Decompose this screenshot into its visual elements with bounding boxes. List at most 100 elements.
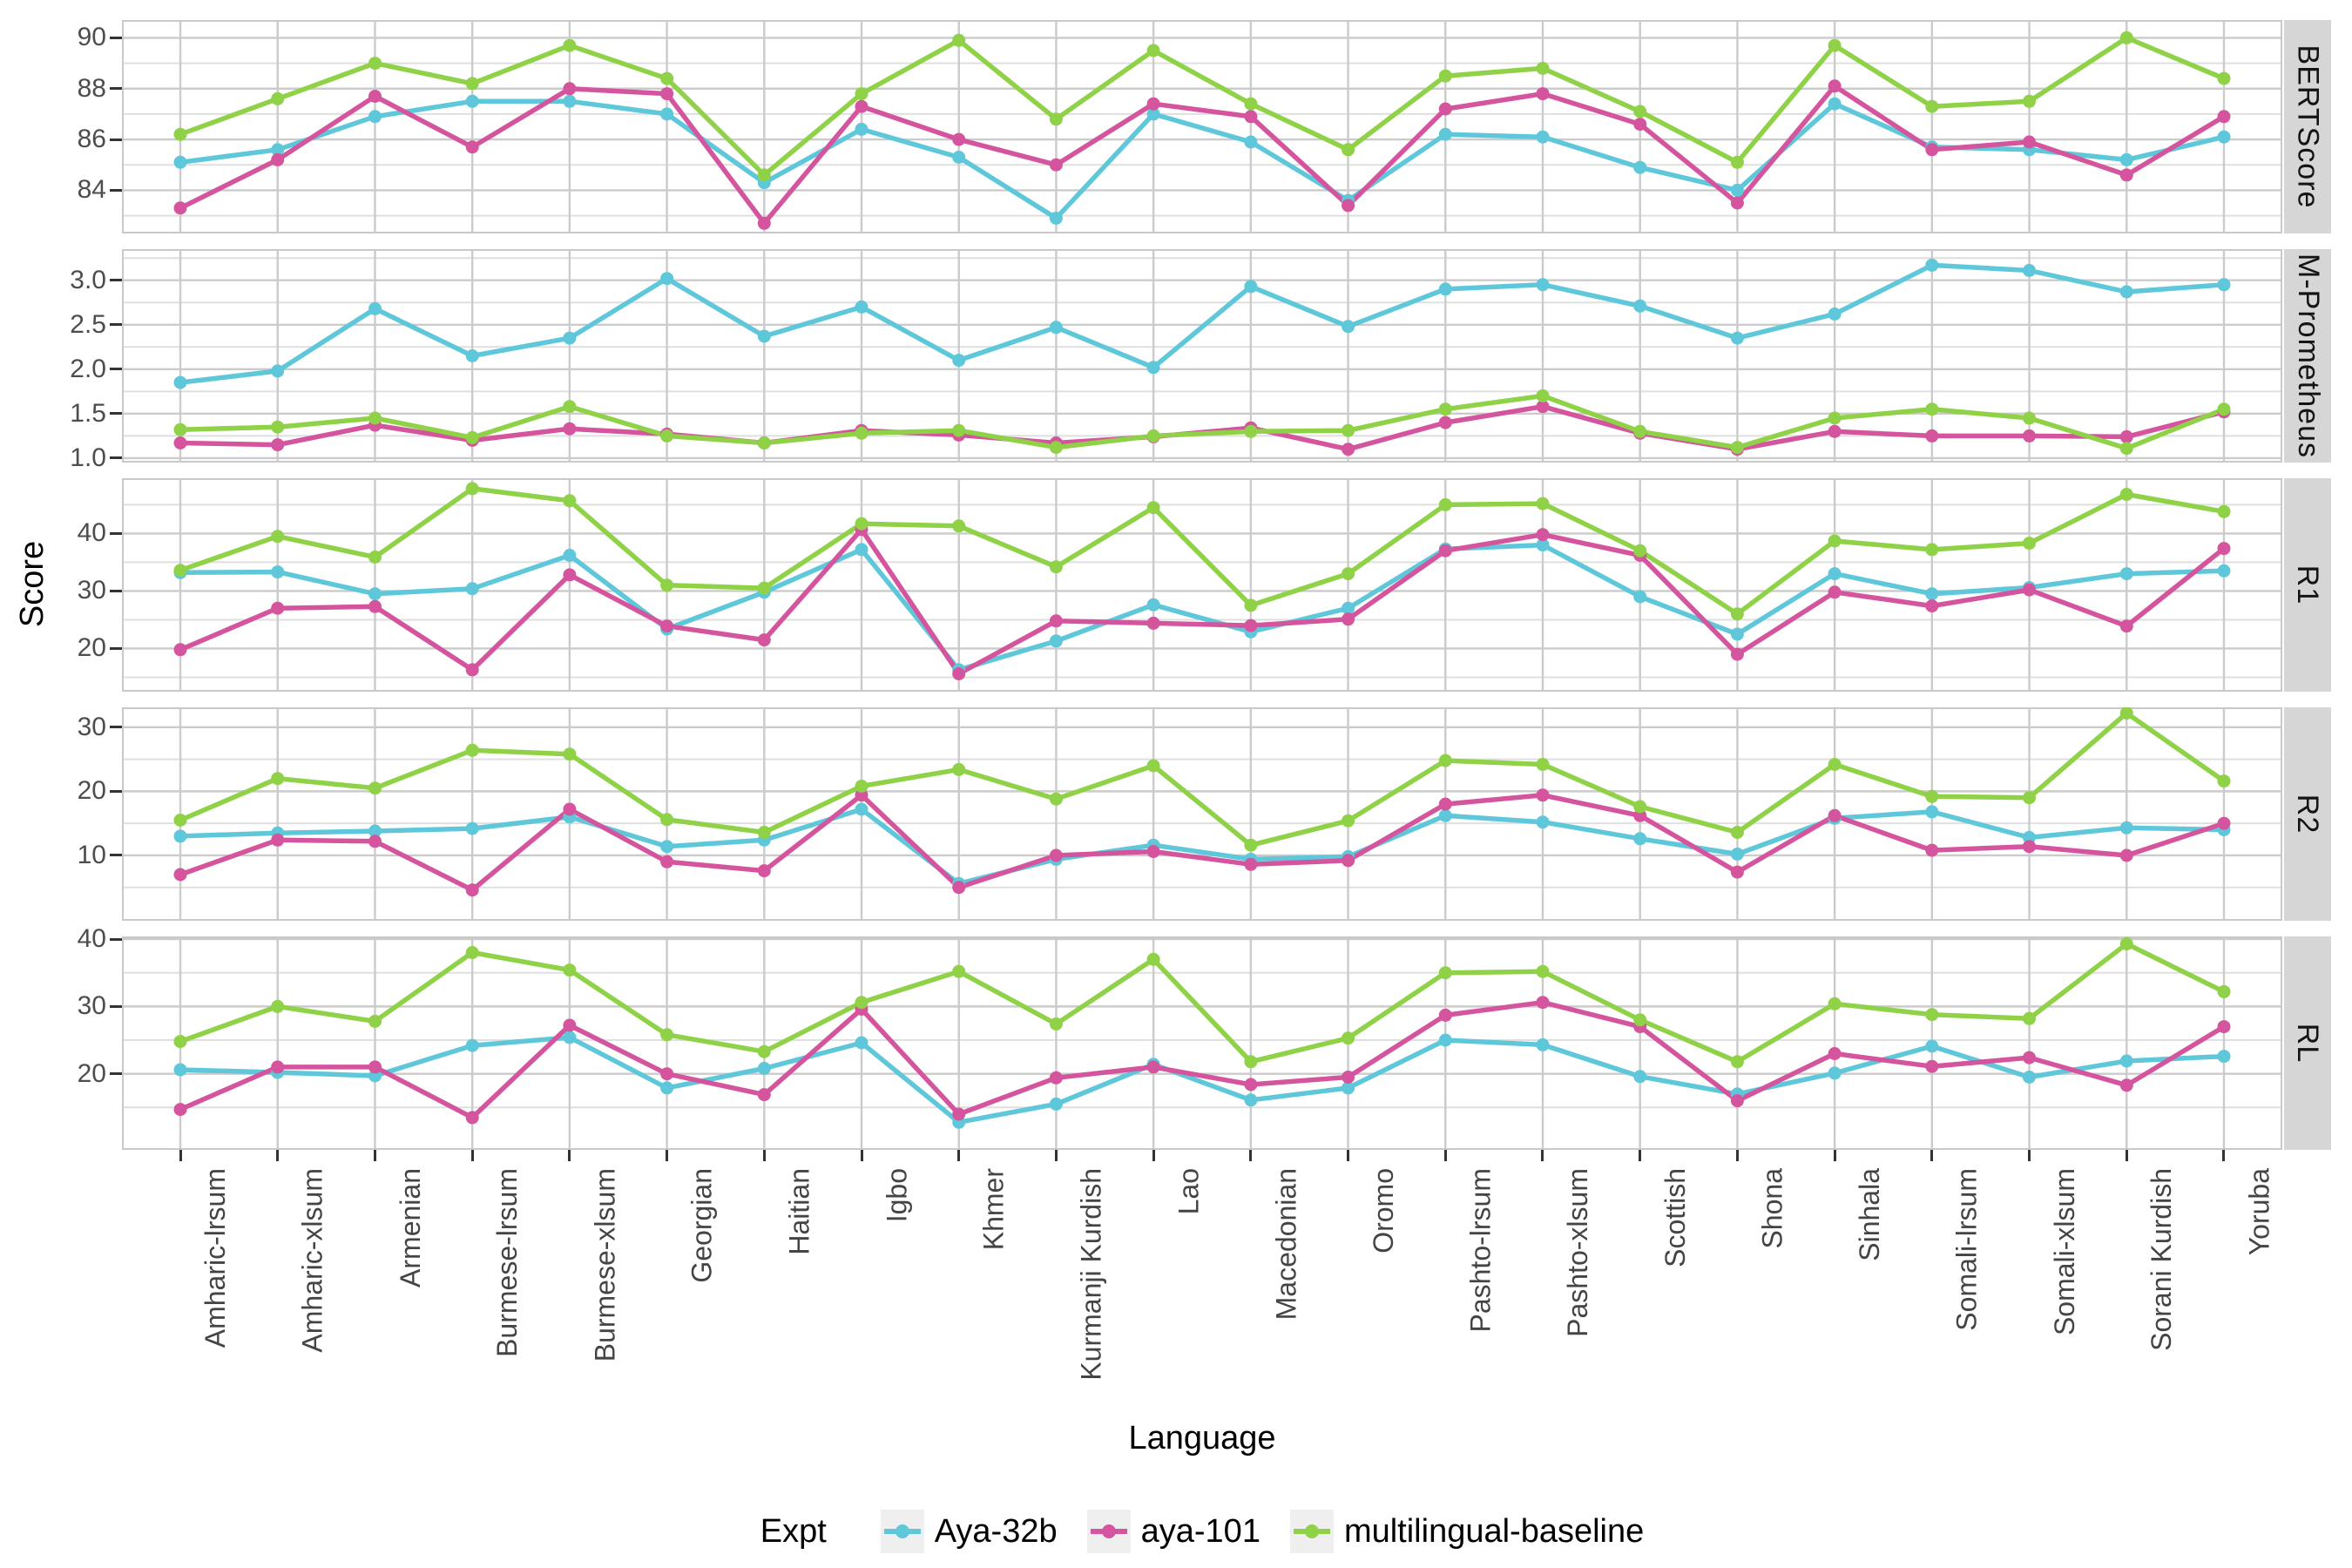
x-category-label-haitian: Haitian bbox=[783, 1168, 815, 1255]
x-tick bbox=[1541, 1150, 1544, 1161]
y-tick bbox=[110, 531, 122, 535]
legend-item-multilingual-baseline: multilingual-baseline bbox=[1289, 1510, 1645, 1553]
facet-strip-label: R1 bbox=[2291, 564, 2325, 605]
y-tick bbox=[110, 87, 122, 91]
y-tick-label: 84 bbox=[77, 175, 106, 205]
y-tick-label: 30 bbox=[77, 712, 106, 741]
x-tick bbox=[276, 1150, 280, 1161]
y-tick-label: 30 bbox=[77, 576, 106, 605]
y-tick bbox=[110, 1004, 122, 1008]
facet-strip-m-prometheus: M-Prometheus bbox=[2284, 249, 2331, 463]
y-tick bbox=[110, 1072, 122, 1076]
x-category-label-shona: Shona bbox=[1756, 1168, 1788, 1249]
x-category-label-pashto-lrsum: Pashto-lrsum bbox=[1464, 1168, 1497, 1333]
x-category-label-armenian: Armenian bbox=[394, 1168, 426, 1288]
x-category-label-yoruba: Yoruba bbox=[2242, 1168, 2274, 1256]
x-tick bbox=[1833, 1150, 1836, 1161]
x-tick bbox=[568, 1150, 571, 1161]
facet-strip-r2: R2 bbox=[2284, 707, 2331, 921]
x-tick bbox=[2125, 1150, 2128, 1161]
y-tick bbox=[110, 323, 122, 327]
y-tick-label: 1.0 bbox=[70, 443, 106, 472]
y-tick bbox=[110, 646, 122, 650]
x-tick bbox=[957, 1150, 961, 1161]
panel-m-prometheus bbox=[122, 249, 2282, 463]
y-tick-label: 40 bbox=[77, 924, 106, 954]
y-tick-label: 90 bbox=[77, 23, 106, 52]
facet-strip-label: RL bbox=[2291, 1023, 2325, 1064]
legend-label-multilingual-baseline: multilingual-baseline bbox=[1343, 1512, 1645, 1550]
x-category-label-burmese-xlsum: Burmese-xlsum bbox=[588, 1168, 620, 1362]
panel-r2 bbox=[122, 707, 2282, 921]
x-category-label-georgian: Georgian bbox=[686, 1168, 718, 1283]
facet-strip-r1: R1 bbox=[2284, 478, 2331, 692]
y-tick-label: 86 bbox=[77, 125, 106, 154]
x-tick bbox=[2222, 1150, 2226, 1161]
legend-label-aya-101: aya-101 bbox=[1140, 1512, 1260, 1550]
x-tick bbox=[666, 1150, 669, 1161]
y-tick bbox=[110, 726, 122, 729]
y-tick-label: 40 bbox=[77, 518, 106, 548]
y-tick-label: 88 bbox=[77, 73, 106, 103]
x-category-label-sorani-kurdish: Sorani Kurdish bbox=[2146, 1168, 2178, 1351]
x-category-label-burmese-lrsum: Burmese-lrsum bbox=[491, 1168, 524, 1357]
panel-rl bbox=[122, 936, 2282, 1150]
x-category-label-somali-lrsum: Somali-lrsum bbox=[1950, 1168, 1983, 1331]
legend-title: Expt bbox=[760, 1512, 827, 1550]
legend: Expt Aya-32b aya-101 multilingual-baseli… bbox=[122, 1500, 2282, 1563]
legend-item-aya-101: aya-101 bbox=[1086, 1510, 1260, 1553]
x-tick bbox=[762, 1150, 766, 1161]
y-tick-label: 1.5 bbox=[70, 398, 106, 428]
x-tick bbox=[1152, 1150, 1155, 1161]
y-tick-label: 20 bbox=[77, 633, 106, 663]
y-tick-label: 3.0 bbox=[70, 265, 106, 294]
y-tick bbox=[110, 36, 122, 39]
y-tick-label: 2.0 bbox=[70, 354, 106, 383]
facet-strip-rl: RL bbox=[2284, 936, 2331, 1150]
legend-key-multilingual-baseline-icon bbox=[1289, 1510, 1334, 1553]
y-tick bbox=[110, 368, 122, 371]
x-category-label-macedonian: Macedonian bbox=[1269, 1168, 1301, 1321]
x-category-label-sinhala: Sinhala bbox=[1854, 1168, 1886, 1261]
x-tick bbox=[1735, 1150, 1739, 1161]
x-tick bbox=[2028, 1150, 2031, 1161]
y-tick-label: 2.5 bbox=[70, 309, 106, 339]
x-tick bbox=[1639, 1150, 1642, 1161]
x-tick bbox=[1249, 1150, 1253, 1161]
x-category-label-oromo: Oromo bbox=[1367, 1168, 1399, 1254]
facet-strip-label: BERTScore bbox=[2291, 44, 2325, 209]
y-tick bbox=[110, 937, 122, 941]
facet-strip-label: R2 bbox=[2291, 794, 2325, 835]
legend-item-aya-32b: Aya-32b bbox=[880, 1510, 1058, 1553]
x-category-label-amharic-xlsum: Amharic-xlsum bbox=[296, 1168, 328, 1353]
x-category-label-scottish: Scottish bbox=[1659, 1168, 1691, 1267]
x-category-label-amharic-lrsum: Amharic-lrsum bbox=[199, 1168, 232, 1348]
facet-strip-label: M-Prometheus bbox=[2291, 253, 2325, 458]
panel-bertscore bbox=[122, 20, 2282, 233]
x-tick bbox=[860, 1150, 863, 1161]
y-tick-label: 20 bbox=[77, 1058, 106, 1088]
panel-r1 bbox=[122, 478, 2282, 692]
legend-key-aya-101-icon bbox=[1086, 1510, 1131, 1553]
y-tick bbox=[110, 138, 122, 141]
x-tick bbox=[373, 1150, 376, 1161]
legend-label-aya-32b: Aya-32b bbox=[934, 1512, 1058, 1550]
legend-key-aya-32b-icon bbox=[880, 1510, 924, 1553]
y-tick bbox=[110, 456, 122, 460]
y-tick-label: 30 bbox=[77, 991, 106, 1021]
x-tick bbox=[1347, 1150, 1350, 1161]
y-tick bbox=[110, 789, 122, 793]
x-tick bbox=[1930, 1150, 1934, 1161]
x-axis-title: Language bbox=[1128, 1420, 1276, 1456]
y-tick bbox=[110, 854, 122, 857]
x-tick bbox=[1443, 1150, 1447, 1161]
y-tick-label: 10 bbox=[77, 840, 106, 869]
y-tick bbox=[110, 188, 122, 192]
x-category-label-kurmanji-kurdish: Kurmanji Kurdish bbox=[1075, 1168, 1107, 1381]
x-tick bbox=[179, 1150, 182, 1161]
y-tick bbox=[110, 589, 122, 592]
facet-strip-bertscore: BERTScore bbox=[2284, 20, 2331, 233]
x-category-label-pashto-xlsum: Pashto-xlsum bbox=[1562, 1168, 1593, 1337]
x-tick bbox=[1054, 1150, 1058, 1161]
